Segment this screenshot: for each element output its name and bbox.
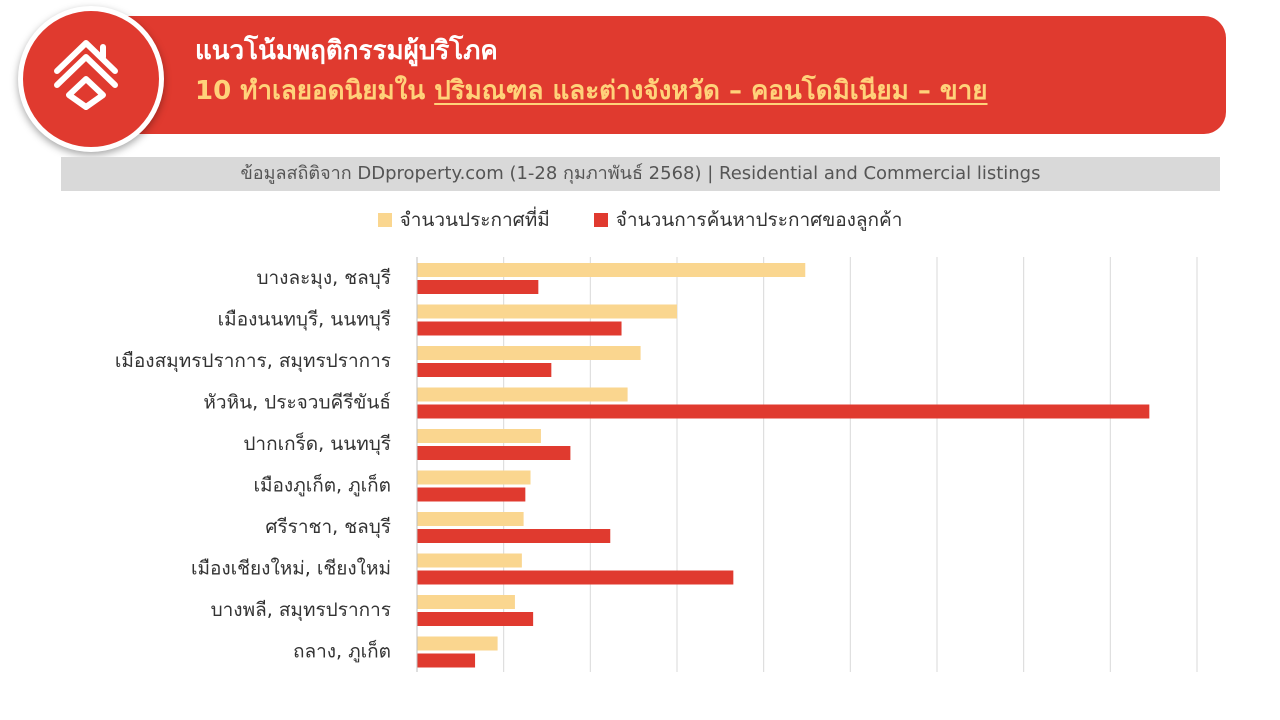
bar-listings bbox=[417, 470, 531, 485]
page-title: แนวโน้มพฤติกรรมผู้บริโภค bbox=[195, 36, 498, 66]
page-subtitle: 10 ทำเลยอดนิยมใน ปริมณฑล และต่างจังหวัด … bbox=[195, 70, 988, 111]
category-label: ปากเกร็ด, นนทบุรี bbox=[243, 431, 391, 456]
legend-swatch-listings bbox=[377, 213, 392, 227]
house-logo-icon bbox=[54, 40, 118, 110]
chart-legend: จำนวนประกาศที่มี จำนวนการค้นหาประกาศของล… bbox=[0, 204, 1280, 236]
bar-listings bbox=[417, 263, 806, 277]
bar-listings bbox=[417, 304, 677, 319]
bar-listings bbox=[417, 387, 628, 402]
legend-item-searches: จำนวนการค้นหาประกาศของลูกค้า bbox=[593, 205, 903, 235]
bar-searches bbox=[417, 321, 622, 336]
bar-searches bbox=[417, 446, 571, 460]
legend-label-listings: จำนวนประกาศที่มี bbox=[399, 209, 550, 231]
bar-listings bbox=[417, 636, 498, 651]
bar-searches bbox=[417, 280, 539, 294]
category-label: เมืองเชียงใหม่, เชียงใหม่ bbox=[191, 557, 391, 579]
bar-searches bbox=[417, 404, 1150, 419]
bar-searches bbox=[417, 487, 526, 502]
bar-searches bbox=[417, 363, 552, 377]
bar-searches bbox=[417, 612, 534, 626]
bar-searches bbox=[417, 570, 734, 585]
header-banner bbox=[62, 16, 1226, 134]
bar-listings bbox=[417, 346, 641, 360]
logo bbox=[18, 6, 164, 152]
source-note: ข้อมูลสถิติจาก DDproperty.com (1-28 กุมภ… bbox=[61, 157, 1220, 191]
category-label: เมืองภูเก็ต, ภูเก็ต bbox=[253, 472, 391, 496]
subtitle-underlined: ปริมณฑล และต่างจังหวัด – คอนโดมิเนียม – … bbox=[434, 76, 988, 106]
legend-item-listings: จำนวนประกาศที่มี bbox=[377, 205, 550, 235]
category-label: เมืองนนทบุรี, นนทบุรี bbox=[218, 308, 391, 331]
bar-searches bbox=[417, 529, 611, 543]
category-label: เมืองสมุทรปราการ, สมุทรปราการ bbox=[115, 350, 391, 373]
category-label: บางละมุง, ชลบุรี bbox=[256, 267, 391, 290]
category-label: ศรีราชา, ชลบุรี bbox=[265, 516, 391, 539]
category-label: บางพลี, สมุทรปราการ bbox=[211, 599, 391, 622]
legend-swatch-searches bbox=[593, 213, 608, 227]
bar-listings bbox=[417, 429, 541, 443]
subtitle-prefix: 10 ทำเลยอดนิยมใน bbox=[195, 76, 435, 106]
bar-listings bbox=[417, 595, 515, 609]
bar-listings bbox=[417, 512, 524, 526]
legend-label-searches: จำนวนการค้นหาประกาศของลูกค้า bbox=[615, 209, 903, 231]
category-label: หัวหิน, ประจวบคีรีขันธ์ bbox=[203, 391, 391, 413]
bar-listings bbox=[417, 553, 522, 568]
category-label: ถลาง, ภูเก็ต bbox=[293, 638, 391, 662]
bar-searches bbox=[417, 653, 476, 668]
